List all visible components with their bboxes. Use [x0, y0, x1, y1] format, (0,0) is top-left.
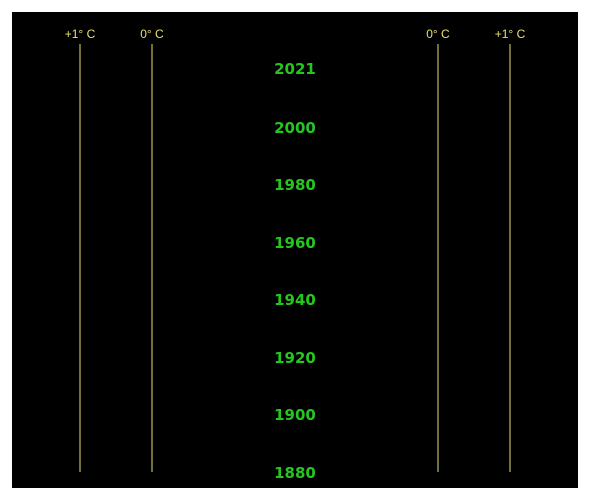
- guide-lines: [79, 44, 511, 472]
- year-label: 1900: [274, 406, 316, 424]
- axis-tick-labels: +1° C 0° C 0° C +1° C: [65, 27, 526, 41]
- year-label: 2000: [274, 119, 316, 137]
- year-label: 1980: [274, 176, 316, 194]
- year-label: 1960: [274, 234, 316, 252]
- year-label: 1940: [274, 291, 316, 309]
- year-label: 2021: [274, 60, 316, 78]
- year-label: 1880: [274, 464, 316, 482]
- x-tick-label: +1° C: [495, 27, 526, 41]
- year-labels: 2021 2000 1980 1960 1940 1920 1900 1880: [274, 60, 316, 482]
- x-tick-label: 0° C: [426, 27, 450, 41]
- temperature-bands: [65, 69, 524, 473]
- x-tick-label: +1° C: [65, 27, 96, 41]
- x-tick-label: 0° C: [140, 27, 164, 41]
- year-label: 1920: [274, 349, 316, 367]
